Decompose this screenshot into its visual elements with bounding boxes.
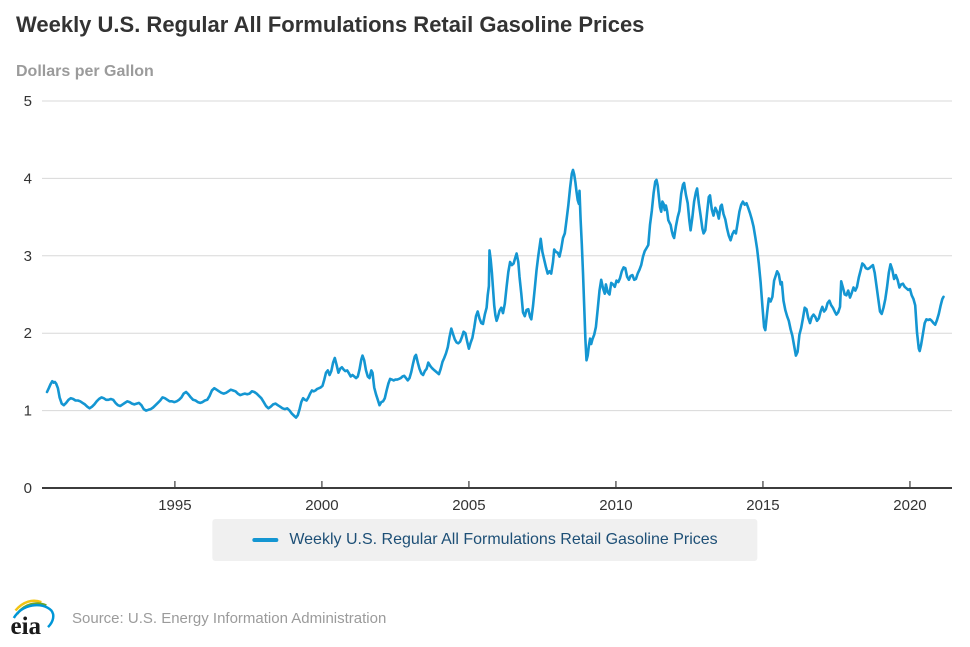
x-tick-label: 2000 — [305, 497, 338, 514]
x-tick-label: 2010 — [599, 497, 632, 514]
y-axis-labels: 0 1 2 3 4 5 — [24, 93, 32, 497]
chart-subtitle-units: Dollars per Gallon — [16, 63, 154, 80]
gasoline-price-line — [45, 168, 945, 419]
eia-logo-blue-arc — [12, 603, 55, 629]
legend-label: Weekly U.S. Regular All Formulations Ret… — [289, 531, 718, 548]
y-tick-label: 5 — [24, 93, 32, 110]
y-tick-label: 4 — [24, 170, 32, 187]
x-tick-label: 2005 — [452, 497, 485, 514]
x-axis — [42, 481, 952, 489]
legend-line-swatch — [252, 538, 279, 542]
footer: eia Source: U.S. Energy Information Admi… — [8, 596, 386, 640]
y-tick-label: 3 — [24, 248, 32, 265]
eia-logo: eia — [11, 599, 55, 640]
eia-logo-text: eia — [11, 613, 42, 640]
legend-item[interactable]: Weekly U.S. Regular All Formulations Ret… — [212, 519, 758, 561]
x-tick-label: 2020 — [893, 497, 926, 514]
gridlines — [42, 100, 952, 412]
y-tick-label: 1 — [24, 403, 32, 420]
x-axis-labels: 1995 2000 2005 2010 2015 2020 — [158, 497, 926, 514]
eia-logo-yellow-arc — [14, 599, 42, 612]
x-tick-label: 1995 — [158, 497, 191, 514]
source-attribution: Source: U.S. Energy Information Administ… — [72, 609, 387, 627]
y-tick-label: 2 — [24, 325, 32, 342]
y-tick-label: 0 — [24, 480, 32, 497]
x-tick-label: 2015 — [746, 497, 779, 514]
page-title: Weekly U.S. Regular All Formulations Ret… — [16, 12, 645, 37]
